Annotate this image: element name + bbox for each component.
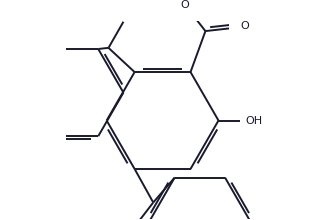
Text: methoxy: methoxy xyxy=(151,2,157,4)
Text: O: O xyxy=(240,21,249,31)
Text: OH: OH xyxy=(246,116,263,125)
Text: methyl: methyl xyxy=(157,1,162,2)
Text: O: O xyxy=(181,0,189,10)
